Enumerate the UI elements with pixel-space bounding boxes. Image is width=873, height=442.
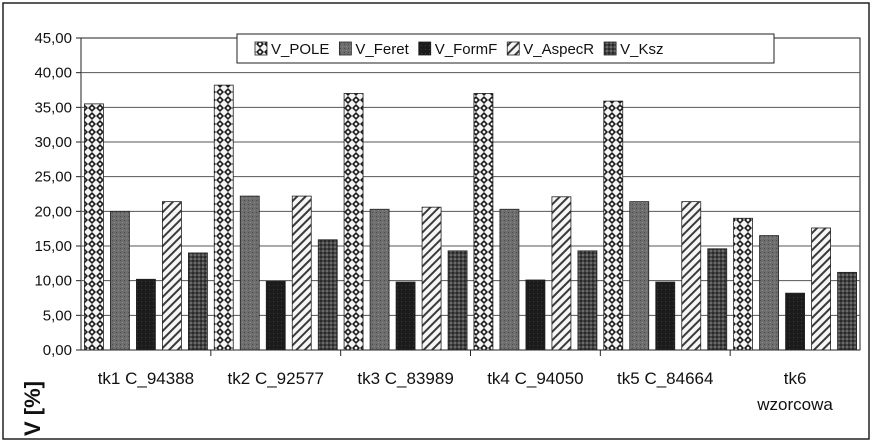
bar-v-formf-1 <box>136 278 156 351</box>
bar-v-aspecr-3 <box>421 206 442 351</box>
y-tick-label: 25,00 <box>34 169 72 186</box>
bar-v-feret-2 <box>239 195 260 351</box>
x-axis-categories: tk1 C_94388 tk2 C_92577 tk3 C_83989 tk4 C_9… <box>98 369 834 414</box>
bar-v-feret-5 <box>629 201 650 351</box>
legend-label: V_POLE <box>271 41 329 58</box>
bar-v-feret-3 <box>369 208 390 351</box>
bar-v-feret-6 <box>759 235 779 351</box>
bar-v-pole-3 <box>343 93 364 351</box>
bar-v-ksz-6 <box>837 271 857 351</box>
bar-v-ksz-1 <box>188 252 208 351</box>
y-axis-label: V [%] <box>20 381 45 436</box>
bar-v-ksz-2 <box>317 239 338 351</box>
bar-v-ksz-4 <box>577 250 598 351</box>
legend-box <box>236 33 775 64</box>
category-label: tk3 C_83989 <box>357 369 453 388</box>
legend-swatch <box>506 41 520 56</box>
bar-v-formf-6 <box>785 292 805 351</box>
y-tick-label: 35,00 <box>34 99 72 116</box>
bar-v-aspecr-6 <box>811 227 831 351</box>
legend-swatch <box>603 41 617 56</box>
legend-label: V_Ksz <box>620 41 663 58</box>
category-label: tk1 C_94388 <box>98 369 194 388</box>
y-tick-label: 5,00 <box>43 307 72 324</box>
bar-v-formf-5 <box>655 281 676 351</box>
bar-v-aspecr-1 <box>162 201 182 351</box>
y-tick-label: 40,00 <box>34 65 72 82</box>
legend-label: V_Feret <box>355 41 409 58</box>
y-tick-label: 0,00 <box>43 342 72 359</box>
category-label: tk2 C_92577 <box>228 369 324 388</box>
bar-v-feret-1 <box>110 210 130 351</box>
y-axis-ticks: 0,00 5,00 10,00 15,00 20,00 25,00 30,00 35,00 40… <box>34 30 81 359</box>
category-label: tk5 C_84664 <box>617 369 713 388</box>
bars <box>84 84 857 356</box>
legend: V_POLE V_Feret V_FormF V_AspecR V_Ksz <box>236 33 775 64</box>
bar-v-formf-2 <box>265 280 286 351</box>
legend-label: V_AspecR <box>523 41 594 58</box>
bar-v-pole-5 <box>603 100 624 351</box>
legend-swatch <box>418 41 432 56</box>
bar-v-aspecr-4 <box>551 196 572 351</box>
bar-v-pole-1 <box>84 103 104 351</box>
bar-v-ksz-5 <box>707 248 728 351</box>
y-tick-label: 30,00 <box>34 134 72 151</box>
bar-v-ksz-3 <box>447 250 468 351</box>
bar-v-formf-4 <box>525 279 546 351</box>
bar-v-pole-4 <box>473 93 494 351</box>
category-label: wzorcowa <box>756 395 833 414</box>
bar-v-feret-4 <box>499 208 520 351</box>
legend-swatch <box>254 41 268 56</box>
y-tick-label: 20,00 <box>34 203 72 220</box>
bar-v-pole-6 <box>733 217 753 351</box>
grid-lines <box>81 72 860 316</box>
y-tick-label: 10,00 <box>34 273 72 290</box>
bar-v-aspecr-5 <box>681 201 702 351</box>
legend-label: V_FormF <box>435 41 498 58</box>
bar-v-aspecr-2 <box>291 195 312 351</box>
bar-v-formf-3 <box>395 281 416 351</box>
y-tick-label: 15,00 <box>34 238 72 255</box>
category-label: tk4 C_94050 <box>487 369 583 388</box>
legend-swatch <box>338 41 352 56</box>
y-tick-label: 45,00 <box>34 30 72 47</box>
category-label: tk6 <box>784 369 807 388</box>
bar-v-pole-2 <box>213 84 234 351</box>
